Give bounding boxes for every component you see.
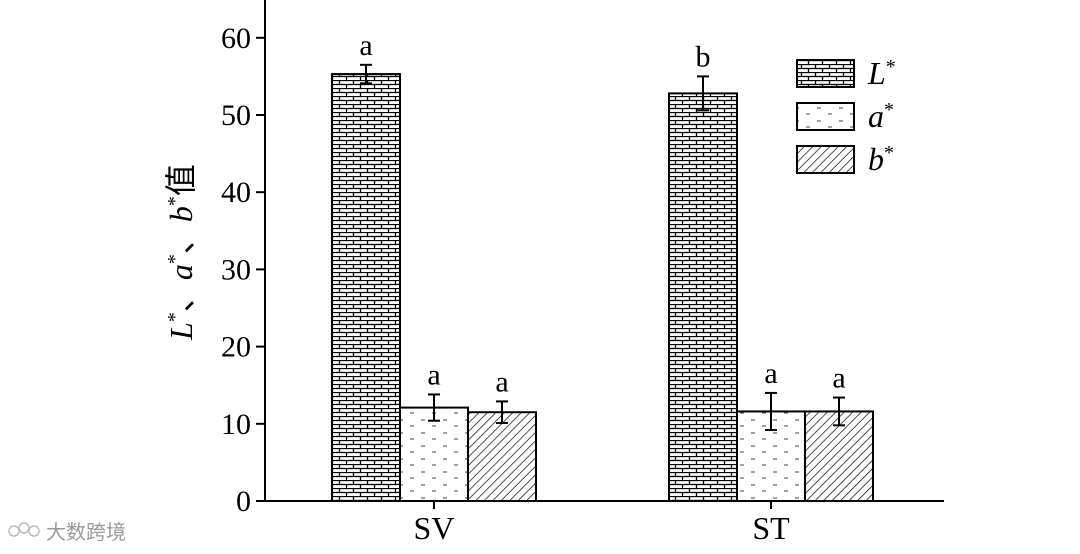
- y-axis-label: L*、a*、b*值: [163, 164, 199, 341]
- legend-swatch: [796, 102, 855, 131]
- significance-letter: b: [696, 40, 711, 73]
- significance-letter: a: [495, 365, 508, 398]
- bar: [331, 73, 401, 502]
- axes-frame: [264, 0, 944, 502]
- legend-label: b*: [868, 141, 894, 177]
- x-tick-label: SV: [414, 510, 455, 546]
- legend-label: L*: [867, 55, 896, 91]
- legend: L* a* b*: [796, 55, 896, 177]
- significance-letter: a: [832, 362, 845, 395]
- y-tick-label: 60: [221, 22, 251, 55]
- y-tick-label: 10: [221, 408, 251, 441]
- significance-letter: a: [359, 29, 372, 62]
- bars: a a a SV b a a ST: [331, 29, 874, 546]
- bar: [668, 92, 738, 502]
- significance-letter: a: [764, 357, 777, 390]
- watermark-logo-icon: [8, 522, 40, 537]
- y-axis: 0 10 20 30 40 50 60: [221, 22, 265, 518]
- y-tick-label: 20: [221, 331, 251, 364]
- legend-label: a*: [868, 98, 894, 134]
- bar: [467, 411, 537, 502]
- legend-swatch: [796, 145, 855, 174]
- y-tick-label: 40: [221, 176, 251, 209]
- y-tick-label: 30: [221, 253, 251, 286]
- significance-letter: a: [427, 358, 440, 391]
- watermark: 大数跨境: [8, 520, 126, 544]
- watermark-text: 大数跨境: [46, 520, 126, 544]
- bar: [804, 410, 874, 502]
- x-tick-label: ST: [752, 510, 790, 546]
- y-tick-label: 50: [221, 99, 251, 132]
- y-tick-label: 0: [236, 485, 251, 518]
- legend-swatch: [796, 59, 855, 88]
